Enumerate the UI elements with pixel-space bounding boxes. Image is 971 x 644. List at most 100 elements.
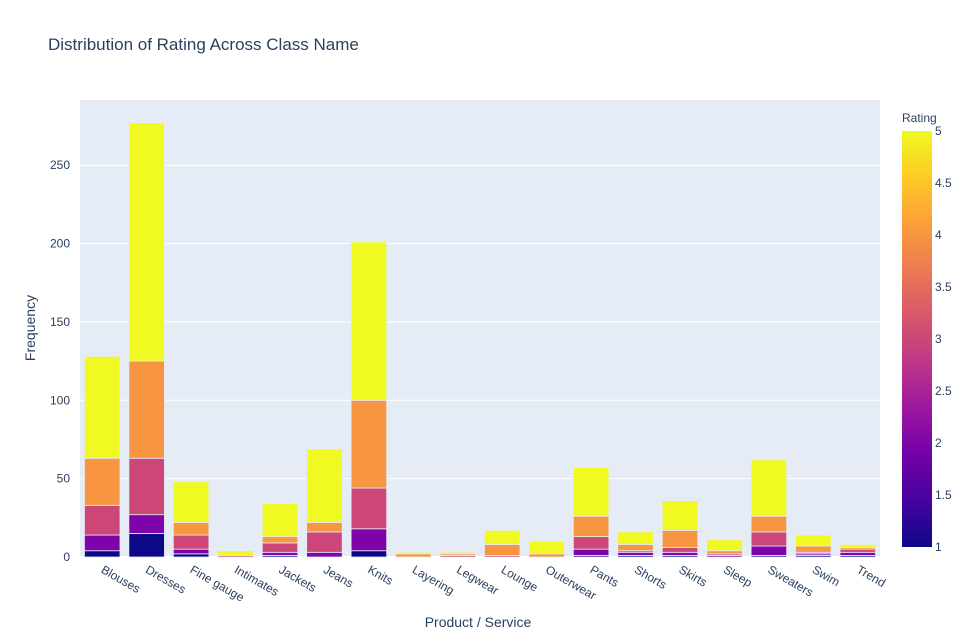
bar-segment-layering-rating-5: [395, 551, 432, 555]
bar-segment-jackets-rating-4: [261, 536, 299, 544]
bar-segment-sleep-rating-4: [706, 550, 743, 555]
bar-segment-trend-rating-3: [839, 548, 876, 553]
y-tick-label: 50: [57, 472, 71, 486]
bar-segment-fine-gauge-rating-4: [172, 522, 210, 536]
bar-segment-blouses-rating-3: [84, 504, 121, 536]
colorbar-tick-label: 1.5: [935, 488, 952, 502]
colorbar-tick-label: 4.5: [935, 176, 952, 190]
y-tick-label: 200: [50, 237, 70, 251]
bar-segment-intimates-rating-5: [217, 550, 254, 556]
colorbar-ticks: 1 1.5 2 2.5 3 3.5 4 4.5 5: [935, 124, 952, 554]
bar-segment-jeans-rating-4: [306, 522, 343, 533]
x-tick-label: Sleep: [721, 562, 755, 590]
bar-segment-skirts-rating-4: [661, 529, 699, 548]
bar-segment-outerwear-rating-5: [528, 540, 565, 555]
colorbar-tick-label: 3.5: [935, 280, 952, 294]
x-tick-label: Skirts: [677, 562, 710, 589]
colorbar: Rating 1 1.5 2 2.5 3 3.5 4 4.5 5: [902, 111, 952, 554]
bar-segment-knits-rating-4: [350, 399, 388, 489]
bars: [84, 122, 876, 558]
bar-segment-dresses-rating-1: [128, 533, 165, 558]
x-axis-ticks: Blouses Dresses Fine gaugeIntimatesJackets…: [99, 562, 888, 604]
bar-segment-pants-rating-2: [572, 548, 610, 556]
x-tick-label: Sweaters: [765, 562, 815, 599]
bar-segment-jeans-rating-5: [306, 448, 343, 523]
bar-segment-fine-gauge-rating-1: [172, 553, 210, 558]
bar-segment-outerwear-rating-4: [528, 553, 565, 558]
colorbar-gradient: [902, 131, 932, 547]
bar-segment-trend-rating-5: [839, 544, 876, 548]
bar-segment-lounge-rating-5: [484, 529, 521, 545]
bar-segment-blouses-rating-2: [84, 534, 121, 552]
colorbar-tick-label: 3: [935, 332, 942, 346]
colorbar-tick-label: 4: [935, 228, 942, 242]
bar-segment-skirts-rating-3: [661, 547, 699, 553]
colorbar-tick-label: 1: [935, 540, 942, 554]
x-axis-label: Product / Service: [425, 614, 532, 630]
bar-segment-fine-gauge-rating-2: [172, 548, 210, 555]
x-tick-label: Lounge: [499, 562, 541, 594]
bar-segment-dresses-rating-3: [128, 457, 165, 516]
bar-segment-lounge-rating-4: [484, 544, 521, 556]
bar-segment-sweaters-rating-5: [750, 459, 788, 517]
bar-segment-sweaters-rating-4: [750, 515, 788, 533]
y-tick-label: 100: [50, 393, 70, 407]
bar-segment-pants-rating-4: [572, 515, 610, 538]
x-tick-label: Jackets: [277, 562, 319, 594]
bar-segment-dresses-rating-4: [128, 360, 165, 459]
bar-segment-shorts-rating-2: [617, 551, 654, 556]
gridlines: [80, 164, 880, 558]
bar-segment-sweaters-rating-2: [750, 545, 788, 556]
colorbar-tick-label: 2: [935, 436, 942, 450]
bar-segment-fine-gauge-rating-3: [172, 534, 210, 550]
x-tick-label: Dresses: [143, 562, 188, 596]
bar-segment-dresses-rating-2: [128, 514, 165, 534]
colorbar-title: Rating: [902, 111, 937, 125]
bar-segment-jeans-rating-2: [306, 551, 343, 558]
bar-segment-dresses-rating-5: [128, 122, 165, 362]
bar-segment-swim-rating-4: [795, 545, 832, 553]
bar-segment-skirts-rating-5: [661, 500, 699, 531]
x-tick-label: Pants: [588, 562, 622, 589]
bar-segment-knits-rating-2: [350, 528, 388, 552]
x-tick-label: Blouses: [99, 562, 143, 595]
x-tick-label: Legwear: [454, 562, 501, 597]
plot-background: [80, 100, 880, 557]
bar-segment-jackets-rating-3: [261, 542, 299, 553]
y-tick-label: 150: [50, 315, 70, 329]
bar-segment-fine-gauge-rating-5: [172, 481, 210, 523]
colorbar-tick-label: 5: [935, 124, 942, 138]
bar-segment-jeans-rating-3: [306, 531, 343, 553]
y-axis-label: Frequency: [22, 295, 38, 361]
bar-segment-swim-rating-5: [795, 534, 832, 547]
y-tick-label: 250: [50, 158, 70, 172]
chart-title: Distribution of Rating Across Class Name: [48, 35, 359, 54]
bar-segment-legwear-rating-5: [439, 551, 476, 555]
bar-segment-jackets-rating-5: [261, 503, 299, 538]
bar-segment-sleep-rating-5: [706, 539, 743, 552]
bar-segment-knits-rating-1: [350, 550, 388, 558]
bar-segment-layering-rating-4: [395, 553, 432, 558]
bar-segment-shorts-rating-5: [617, 531, 654, 545]
bar-segment-blouses-rating-5: [84, 355, 121, 459]
bar-segment-pants-rating-5: [572, 467, 610, 517]
x-tick-label: Swim: [810, 562, 842, 589]
bar-segment-shorts-rating-4: [617, 544, 654, 552]
y-tick-label: 0: [63, 550, 70, 564]
bar-segment-jackets-rating-2: [261, 551, 299, 556]
bar-segment-pants-rating-3: [572, 536, 610, 550]
bar-segment-blouses-rating-1: [84, 550, 121, 558]
bar-segment-sweaters-rating-3: [750, 531, 788, 547]
y-axis-ticks: 0 50 100 150 200 250: [50, 158, 70, 564]
colorbar-tick-label: 2.5: [935, 384, 952, 398]
x-tick-label: Jeans: [321, 562, 356, 590]
x-tick-label: Trend: [854, 562, 888, 590]
bar-segment-trend-rating-2: [839, 551, 876, 556]
bar-segment-knits-rating-5: [350, 241, 388, 401]
x-tick-label: Layering: [410, 562, 457, 597]
bar-segment-knits-rating-3: [350, 487, 388, 530]
x-tick-label: Shorts: [632, 562, 669, 591]
x-tick-label: Knits: [365, 562, 395, 587]
bar-segment-blouses-rating-4: [84, 457, 121, 506]
